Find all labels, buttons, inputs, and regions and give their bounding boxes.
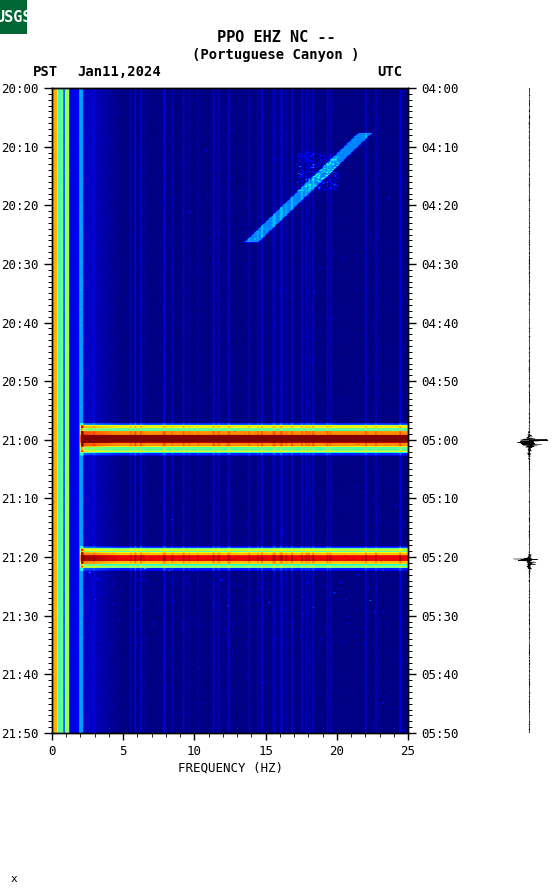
Text: x: x bbox=[11, 874, 18, 884]
Text: Jan11,2024: Jan11,2024 bbox=[77, 65, 161, 79]
FancyBboxPatch shape bbox=[0, 0, 26, 34]
Text: PST: PST bbox=[33, 65, 59, 79]
X-axis label: FREQUENCY (HZ): FREQUENCY (HZ) bbox=[178, 762, 283, 775]
Text: USGS: USGS bbox=[0, 10, 31, 24]
Text: UTC: UTC bbox=[378, 65, 402, 79]
Text: (Portuguese Canyon ): (Portuguese Canyon ) bbox=[192, 48, 360, 62]
Text: PPO EHZ NC --: PPO EHZ NC -- bbox=[217, 30, 335, 46]
